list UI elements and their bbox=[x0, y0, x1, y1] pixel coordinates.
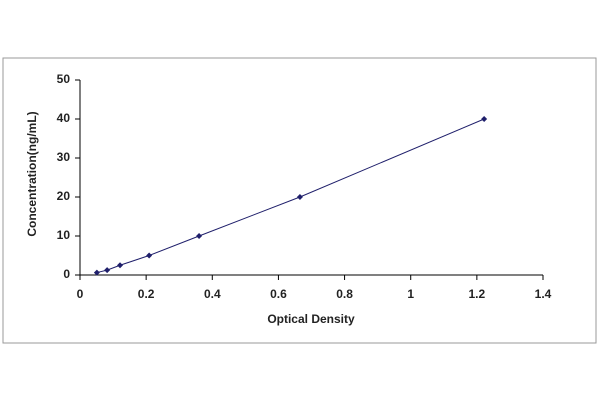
y-tick-label: 20 bbox=[57, 189, 71, 203]
y-tick-label: 30 bbox=[57, 150, 71, 164]
x-tick-label: 0.8 bbox=[336, 287, 353, 301]
data-point bbox=[196, 233, 203, 239]
data-point bbox=[93, 269, 100, 276]
x-tick-label: 0.6 bbox=[270, 287, 287, 301]
x-tick-label: 0 bbox=[77, 287, 84, 301]
y-tick-label: 10 bbox=[57, 228, 71, 242]
x-tick-label: 1.4 bbox=[535, 287, 552, 301]
y-tick-label: 0 bbox=[63, 267, 70, 281]
data-point bbox=[117, 262, 124, 269]
data-point bbox=[146, 252, 153, 259]
data-point bbox=[296, 194, 303, 200]
x-tick-label: 1.2 bbox=[469, 287, 486, 301]
x-tick-label: 0.2 bbox=[138, 287, 155, 301]
x-tick-label: 1 bbox=[407, 287, 414, 301]
y-axis-label: Concentration(ng/mL) bbox=[25, 111, 39, 236]
y-tick-label: 40 bbox=[57, 111, 71, 125]
data-point bbox=[104, 267, 111, 274]
x-tick-label: 0.4 bbox=[204, 287, 221, 301]
data-point bbox=[481, 116, 488, 122]
x-axis-label: Optical Density bbox=[267, 312, 355, 326]
chart-frame bbox=[2, 57, 597, 344]
y-tick-label: 50 bbox=[57, 72, 71, 86]
